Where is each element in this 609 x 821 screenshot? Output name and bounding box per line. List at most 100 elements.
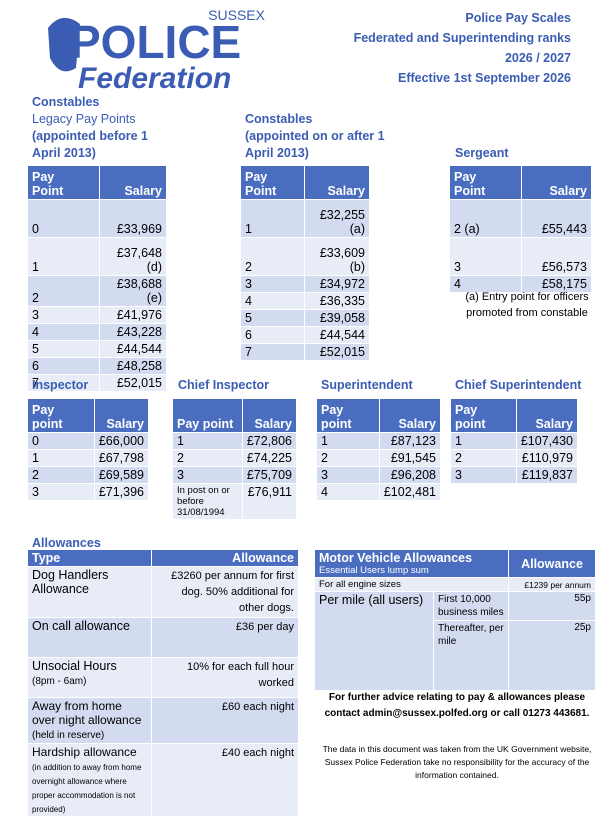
salary: £44,544 [304,326,370,344]
row: 3 £119,837 [450,466,579,484]
row: 4 £36,335 [240,292,370,310]
pay-point: 5 [27,340,100,358]
type: Hardship allowance (in addition to away f… [27,743,152,817]
pay-point: 2 [450,449,517,467]
row: 1 £37,648 (d) [27,237,167,276]
type-text: Away from home over night allowance [32,699,142,727]
header-cell: Type [27,549,152,567]
salary: £91,545 [378,449,442,467]
row: On call allowance £36 per day [27,617,299,658]
pay-table: Pay point Salary 1 £72,806 2 £74,225 3 £75,709 I… [172,398,298,520]
salary: £32,255 (a) [304,199,370,238]
salary: £52,015 [304,343,370,361]
pay-point: 1 [240,199,305,238]
header-text: Pay Point [32,170,64,198]
row: 3 £41,976 [27,306,167,324]
header-cell: Salary [241,398,298,433]
type-text: Unsocial Hours [32,659,117,673]
pay-point: 3 [450,466,517,484]
pay-table: Pay Point Salary 1 £32,255 (a) 2 £33,609 (b) 3… [240,165,370,361]
salary: £58,175 [521,275,592,293]
salary: £76,911 [241,483,298,520]
salary: £33,969 [99,199,167,238]
row: 4 £58,175 [449,275,592,293]
header-cell: Pay point [27,398,95,433]
row: Hardship allowance (in addition to away f… [27,743,299,817]
title-line: Chief Superintendent [455,378,582,392]
row: 1 £107,430 [450,432,579,450]
pay-point: 4 [27,323,100,341]
table-note: (a) Entry point for officers promoted fr… [465,291,589,319]
salary: £74,225 [241,449,298,467]
lump-label: For all engine sizes [314,577,509,592]
pay-point: 3 [240,275,305,293]
salary: £43,228 [99,323,167,341]
pay-point: 1 [27,237,100,276]
pay-table: Pay point Salary 1 £107,430 2 £110,979 3 £119,8… [450,398,579,484]
header-text: Pay point [32,403,63,431]
row: 2 £110,979 [450,449,579,467]
pay-point: 1 [27,449,95,467]
header-cell: Allowance [508,549,596,578]
header-row: Pay Point Salary [240,165,370,200]
salary: £34,972 [304,275,370,293]
per-mile-label: Per mile (all users) [314,591,434,691]
pay-point: 6 [27,357,100,375]
header-row: Pay Point Salary [27,165,167,200]
row: 0 £66,000 [27,432,150,450]
title-line: Legacy Pay Points [32,112,136,126]
table-title: Sergeant [455,145,595,162]
header-line: Police Pay Scales [465,11,571,25]
header-cell: Allowance [151,549,299,567]
pay-point: 2 [240,237,305,276]
row: 7 £52,015 [27,374,167,392]
pay-point: 4 [449,275,522,293]
pay-point: 3 [27,483,95,501]
salary: £107,430 [515,432,579,450]
row: 4 £43,228 [27,323,167,341]
row: 5 £39,058 [240,309,370,327]
logo-county: SUSSEX [208,8,265,23]
header-row: Pay Point Salary [449,165,592,200]
row: 2 (a) £55,443 [449,199,592,238]
row: 0 £33,969 [27,199,167,238]
allowance: £60 each night [151,697,299,744]
salary: £36,335 [304,292,370,310]
salary: £71,396 [93,483,150,501]
salary: £119,837 [515,466,579,484]
title-line: Inspector [32,378,89,392]
table-title: Superintendent [321,377,451,394]
header-line: 2026 / 2027 [504,51,571,65]
header-cell: Pay Point [449,165,522,200]
type-text: Dog Handlers Allowance [32,568,109,596]
pay-table: Pay point Salary 1 £87,123 2 £91,545 3 £96,208 4… [316,398,442,501]
row: 7 £52,015 [240,343,370,361]
pay-point: 1 [316,432,380,450]
row: Dog Handlers Allowance £3260 per annum fo… [27,566,299,618]
title-line: Constables [32,95,100,109]
header-cell: Motor Vehicle Allowances Essential Users … [314,549,509,578]
pay-point: 3 [27,306,100,324]
title-line: (appointed on or after 1 April 2013) [245,129,385,160]
logo-police: POLICE [70,16,241,68]
row: 5 £44,544 [27,340,167,358]
title-line: (appointed before 1 April 2013) [32,129,148,160]
pay-point: 2 (a) [449,199,522,238]
pay-point: 7 [27,374,100,392]
pay-point: 0 [27,199,100,238]
row: Thereafter, per mile 25p [315,620,596,691]
pay-point: 2 [27,275,100,307]
pay-point: 7 [240,343,305,361]
salary: £96,208 [378,466,442,484]
pay-table: Pay Point Salary 2 (a) £55,443 3 £56,573 4 £58,… [449,165,592,293]
header-text: Pay Point [454,170,486,198]
section-title: Allowances [32,536,101,550]
title-line: Chief Inspector [178,378,269,392]
pay-point: 2 [316,449,380,467]
header-cell: Salary [515,398,579,433]
motor-title: Motor Vehicle Allowances [319,551,473,565]
type: Away from home over night allowance (held… [27,697,152,744]
row: 2 £74,225 [172,449,298,467]
pay-point: 3 [172,466,243,484]
